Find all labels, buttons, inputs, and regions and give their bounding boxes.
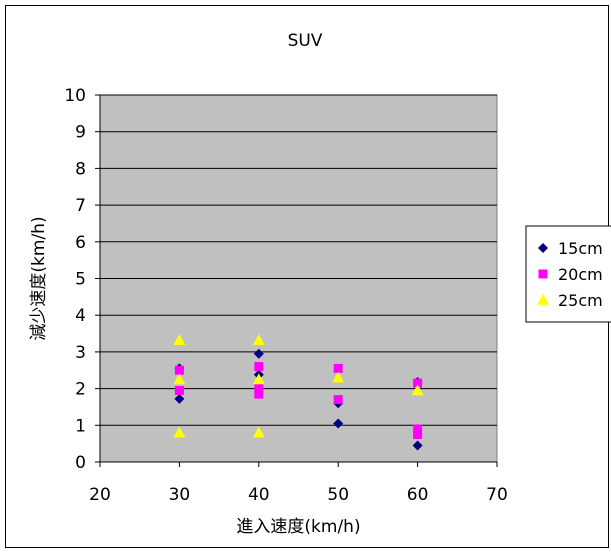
data-point-25cm xyxy=(252,426,265,438)
legend-marker-25cm xyxy=(537,294,549,305)
y-tick-label: 4 xyxy=(75,306,86,326)
y-tick-label: 2 xyxy=(75,380,86,400)
data-point-15cm xyxy=(253,348,264,359)
y-tick-label: 1 xyxy=(75,416,86,436)
chart-title: SUV xyxy=(288,31,323,51)
x-axis-title: 進入速度(km/h) xyxy=(236,517,360,537)
y-tick-label: 9 xyxy=(75,123,86,143)
data-point-25cm xyxy=(173,426,186,438)
data-point-25cm xyxy=(173,373,186,385)
legend-marker-15cm xyxy=(538,243,548,253)
data-point-20cm xyxy=(254,362,264,372)
data-point-15cm xyxy=(174,393,185,404)
x-tick-label: 70 xyxy=(486,485,508,505)
data-point-20cm xyxy=(254,389,264,399)
y-tick-label: 7 xyxy=(75,196,86,216)
data-point-20cm xyxy=(174,365,184,375)
y-tick-label: 8 xyxy=(75,159,86,179)
data-point-25cm xyxy=(252,373,265,385)
y-axis-ticks: 0 1 2 3 4 5 6 7 8 9 10 xyxy=(64,86,101,473)
y-tick-label: 5 xyxy=(75,270,86,290)
legend-label: 20cm xyxy=(558,265,603,284)
data-point-20cm xyxy=(413,429,423,439)
x-tick-label: 30 xyxy=(169,485,191,505)
data-point-20cm xyxy=(333,363,343,373)
x-tick-label: 20 xyxy=(89,485,111,505)
legend-label: 25cm xyxy=(558,291,603,310)
data-point-15cm xyxy=(412,440,423,451)
x-tick-label: 50 xyxy=(327,485,349,505)
data-point-20cm xyxy=(413,424,423,434)
data-point-25cm xyxy=(332,371,345,383)
legend: 15cm 20cm 25cm xyxy=(525,225,611,323)
data-point-20cm xyxy=(413,378,423,388)
data-point-25cm xyxy=(173,334,186,345)
y-tick-label: 6 xyxy=(75,233,86,253)
data-point-15cm xyxy=(333,418,344,429)
x-tick-label: 60 xyxy=(407,485,429,505)
legend-label: 15cm xyxy=(558,239,603,258)
y-tick-label: 3 xyxy=(75,343,86,363)
data-point-20cm xyxy=(174,385,184,395)
x-axis-ticks: 20 30 40 50 60 70 xyxy=(89,461,508,505)
y-tick-label: 0 xyxy=(75,453,86,473)
gridlines xyxy=(100,94,497,426)
data-point-25cm xyxy=(252,334,265,345)
data-point-20cm xyxy=(254,384,264,394)
y-tick-label: 10 xyxy=(64,86,86,106)
data-points xyxy=(173,334,424,451)
data-point-20cm xyxy=(333,395,343,405)
data-point-25cm xyxy=(411,384,424,396)
x-tick-label: 40 xyxy=(248,485,270,505)
y-axis-title: 減少速度(km/h) xyxy=(29,216,49,340)
legend-marker-20cm xyxy=(538,269,548,279)
